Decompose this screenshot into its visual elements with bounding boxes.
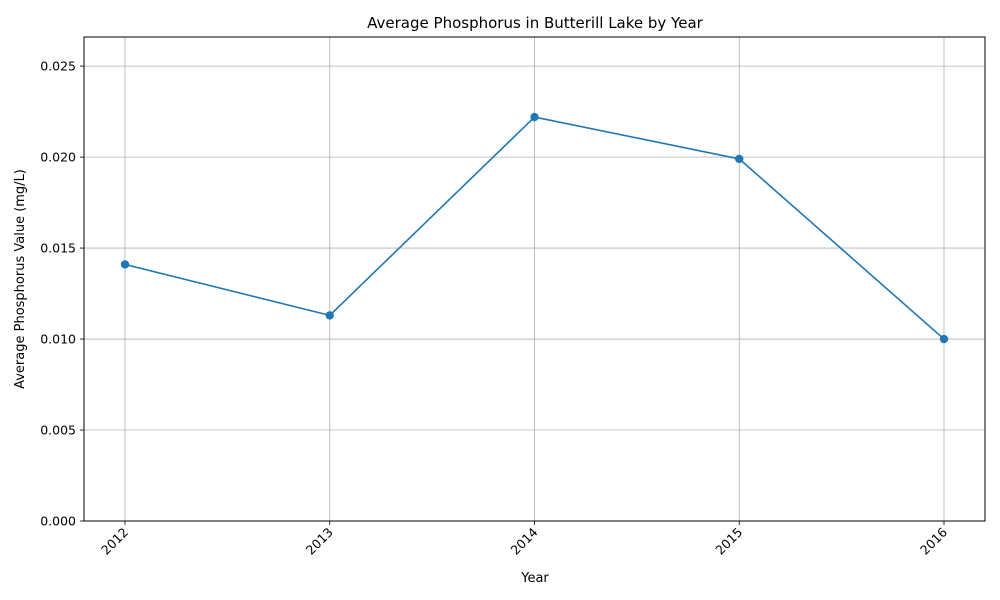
x-axis: 2012 2013 2014 2015 2016 <box>98 521 950 558</box>
y-tick-label: 0.025 <box>40 59 76 74</box>
y-tick-label: 0.015 <box>40 241 76 256</box>
x-tick-label: 2013 <box>303 525 336 558</box>
y-axis-title: Average Phosphorus Value (mg/L) <box>13 169 28 389</box>
data-point <box>939 334 949 344</box>
y-tick-label: 0.005 <box>40 423 76 438</box>
y-tick-label: 0.000 <box>40 514 76 529</box>
grid-lines <box>84 37 985 522</box>
x-tick-label: 2015 <box>712 525 745 558</box>
series-layer <box>120 112 949 344</box>
x-axis-title: Year <box>520 571 549 586</box>
data-point <box>735 154 744 164</box>
x-tick-label: 2014 <box>508 524 541 557</box>
x-tick-label: 2016 <box>917 524 950 557</box>
data-point <box>120 260 130 269</box>
y-tick-label: 0.020 <box>40 150 76 165</box>
y-axis: 0.000 0.005 0.010 0.015 0.020 0.025 <box>40 59 84 529</box>
data-point <box>530 112 539 122</box>
y-tick-label: 0.010 <box>40 332 76 347</box>
chart-title: Average Phosphorus in Butterill Lake by … <box>367 14 703 32</box>
x-tick-label: 2012 <box>98 525 131 558</box>
data-point <box>325 311 334 320</box>
